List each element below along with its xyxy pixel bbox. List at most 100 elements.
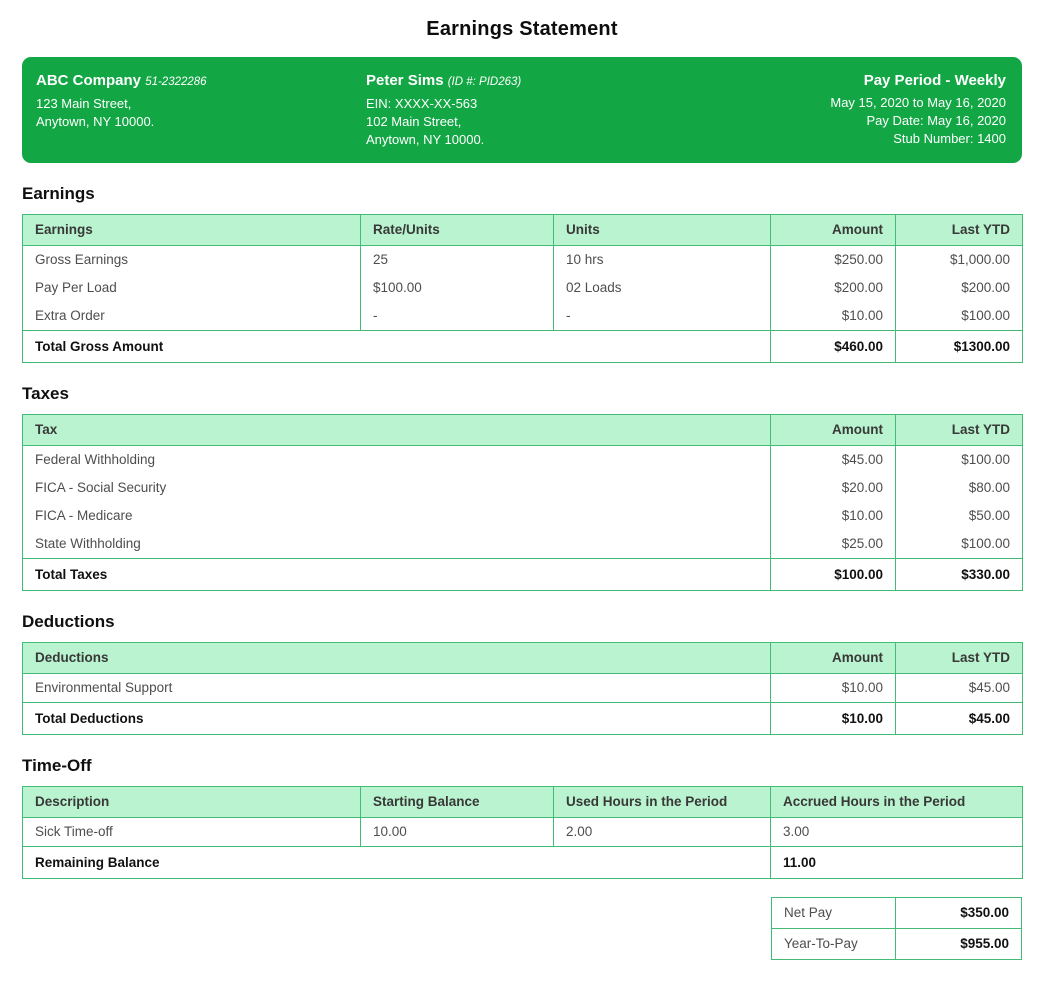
company-name: ABC Company <box>36 72 142 89</box>
cell: $1,000.00 <box>895 245 1023 274</box>
table-row: Extra Order - - $10.00 $100.00 <box>23 301 1023 331</box>
cell: Pay Per Load <box>35 280 117 296</box>
column-header: Tax <box>22 414 771 446</box>
employee-address-line2: Anytown, NY 10000. <box>366 131 485 147</box>
page-title: Earnings Statement <box>426 18 618 40</box>
earnings-statement-page: Earnings Statement ABC Company 51-232228… <box>22 0 1023 986</box>
deductions-table: Deductions Amount Last YTD Environmental… <box>22 641 1023 735</box>
pay-period-title: Pay Period - Weekly <box>863 72 1006 89</box>
stub-number: Stub Number: 1400 <box>893 130 1006 146</box>
employee-card: Peter Sims (ID #: PID263) EIN: XXXX-XX-5… <box>366 71 830 149</box>
column-header: Accrued Hours in the Period <box>770 786 1023 818</box>
cell: $250.00 <box>770 245 896 274</box>
table-row: Gross Earnings 25 10 hrs $250.00 $1,000.… <box>23 245 1023 274</box>
taxes-header-row: Tax Amount Last YTD <box>22 414 1023 446</box>
pay-period-range: May 15, 2020 to May 16, 2020 <box>830 95 1006 110</box>
earnings-section-heading: Earnings <box>22 183 95 203</box>
timeoff-header-row: Description Starting Balance Used Hours … <box>22 786 1023 818</box>
cell: $45.00 <box>770 445 896 474</box>
deductions-total-row: Total Deductions $10.00 $45.00 <box>22 701 1023 735</box>
company-card: ABC Company 51-2322286 123 Main Street, … <box>36 71 366 149</box>
total-label: Total Deductions <box>22 701 771 735</box>
cell: $100.00 <box>895 301 1023 331</box>
employee-ein: EIN: XXXX-XX-563 <box>366 96 478 111</box>
cell: State Withholding <box>35 536 141 552</box>
table-row: FICA - Social Security $20.00 $80.00 <box>23 473 1023 502</box>
timeoff-total-row: Remaining Balance 11.00 <box>22 845 1023 879</box>
column-header: Rate/Units <box>360 214 554 246</box>
employee-address-line1: 102 Main Street, <box>366 113 462 129</box>
cell: Environmental Support <box>35 680 173 696</box>
total-label: Total Taxes <box>22 557 771 591</box>
pay-summary-table: Net Pay $350.00 Year-To-Pay $955.00 <box>771 896 1022 960</box>
cell: - <box>360 301 554 331</box>
cell: $200.00 <box>770 273 896 302</box>
total-label: Remaining Balance <box>22 845 771 879</box>
cell: 2.00 <box>553 817 771 847</box>
cell: $10.00 <box>770 501 896 530</box>
total-amount: $460.00 <box>770 329 896 363</box>
table-row: Federal Withholding $45.00 $100.00 <box>23 445 1023 474</box>
cell: $45.00 <box>895 673 1023 703</box>
year-to-pay-row: Year-To-Pay $955.00 <box>771 927 1022 960</box>
column-header: Deductions <box>22 642 771 674</box>
employee-name: Peter Sims <box>366 72 444 89</box>
company-address-line1: 123 Main Street, <box>36 96 132 111</box>
cell: 25 <box>360 245 554 274</box>
total-last-ytd: $45.00 <box>895 701 1023 735</box>
earnings-total-row: Total Gross Amount $460.00 $1300.00 <box>22 329 1023 363</box>
cell: Gross Earnings <box>35 252 129 268</box>
employee-id: (ID #: PID263) <box>447 76 522 88</box>
earnings-header-row: Earnings Rate/Units Units Amount Last YT… <box>22 214 1023 246</box>
cell: 02 Loads <box>553 273 771 302</box>
table-row: Pay Per Load $100.00 02 Loads $200.00 $2… <box>23 273 1023 302</box>
cell: $80.00 <box>895 473 1023 502</box>
column-header: Used Hours in the Period <box>553 786 771 818</box>
cell: $10.00 <box>770 301 896 331</box>
cell: 10.00 <box>360 817 554 847</box>
total-amount: $10.00 <box>770 701 896 735</box>
taxes-section-heading: Taxes <box>22 383 69 403</box>
table-row: Environmental Support $10.00 $45.00 <box>23 673 1023 703</box>
column-header: Description <box>22 786 361 818</box>
cell: Sick Time-off <box>35 824 113 840</box>
cell: 3.00 <box>770 817 1023 847</box>
cell: $100.00 <box>895 445 1023 474</box>
company-name-line: ABC Company 51-2322286 <box>36 72 366 89</box>
column-header: Amount <box>770 214 896 246</box>
deductions-section-heading: Deductions <box>22 611 115 631</box>
column-header: Units <box>553 214 771 246</box>
timeoff-section-heading: Time-Off <box>22 755 92 775</box>
pay-summary-wrap: Net Pay $350.00 Year-To-Pay $955.00 <box>22 896 1022 960</box>
statement-header-band: ABC Company 51-2322286 123 Main Street, … <box>22 57 1022 163</box>
cell: - <box>553 301 771 331</box>
table-row: State Withholding $25.00 $100.00 <box>23 529 1023 559</box>
remaining-balance-value: 11.00 <box>770 845 1023 879</box>
year-to-pay-value: $955.00 <box>895 927 1022 960</box>
cell: $10.00 <box>770 673 896 703</box>
column-header: Starting Balance <box>360 786 554 818</box>
pay-date: Pay Date: May 16, 2020 <box>866 112 1006 128</box>
column-header: Last YTD <box>895 414 1023 446</box>
total-last-ytd: $1300.00 <box>895 329 1023 363</box>
total-last-ytd: $330.00 <box>895 557 1023 591</box>
cell: $200.00 <box>895 273 1023 302</box>
cell: Federal Withholding <box>35 452 156 468</box>
company-address-line2: Anytown, NY 10000. <box>36 113 155 129</box>
cell: $20.00 <box>770 473 896 502</box>
cell: 10 hrs <box>553 245 771 274</box>
total-amount: $100.00 <box>770 557 896 591</box>
taxes-table: Tax Amount Last YTD Federal Withholding … <box>22 413 1023 591</box>
employee-name-line: Peter Sims (ID #: PID263) <box>366 72 830 89</box>
cell: Extra Order <box>35 308 105 324</box>
pay-period-card: Pay Period - Weekly May 15, 2020 to May … <box>830 71 1006 149</box>
total-label: Total Gross Amount <box>22 329 771 363</box>
earnings-table: Earnings Rate/Units Units Amount Last YT… <box>22 213 1023 363</box>
company-tax-id: 51-2322286 <box>145 76 207 88</box>
cell: FICA - Social Security <box>35 480 167 496</box>
cell: $100.00 <box>895 529 1023 559</box>
year-to-pay-label: Year-To-Pay <box>771 927 896 960</box>
column-header: Last YTD <box>895 214 1023 246</box>
table-row: FICA - Medicare $10.00 $50.00 <box>23 501 1023 530</box>
column-header: Earnings <box>22 214 361 246</box>
